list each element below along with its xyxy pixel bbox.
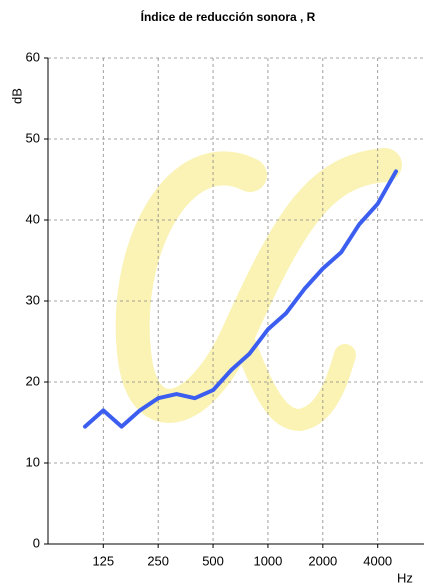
- x-tick-label: 2000: [308, 553, 337, 568]
- x-tick-label: 1000: [253, 553, 282, 568]
- x-tick-label: 125: [92, 553, 114, 568]
- y-axis-label: dB: [9, 88, 24, 104]
- x-tick-label: 4000: [363, 553, 392, 568]
- y-tick-label: 0: [33, 535, 40, 550]
- y-tick-label: 60: [26, 49, 40, 64]
- x-tick-label: 500: [202, 553, 224, 568]
- y-tick-label: 10: [26, 454, 40, 469]
- chart: Índice de reducción sonora , R dB Hz 0 10…: [0, 0, 433, 588]
- y-tick-label: 30: [26, 292, 40, 307]
- y-tick-label: 20: [26, 373, 40, 388]
- y-tick-label: 50: [26, 130, 40, 145]
- chart-title: Índice de reducción sonora , R: [141, 9, 316, 24]
- y-tick-label: 40: [26, 211, 40, 226]
- x-tick-label: 250: [147, 553, 169, 568]
- x-axis-label: Hz: [397, 570, 413, 585]
